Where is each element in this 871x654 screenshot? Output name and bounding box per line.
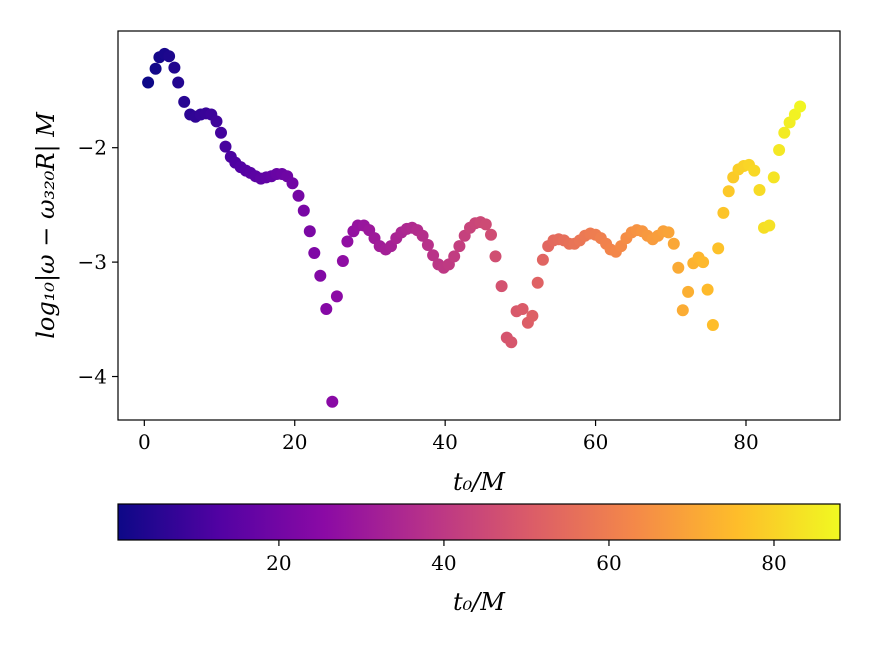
data-point-7 [178,95,191,108]
data-point-74 [531,276,544,289]
data-point-100 [667,237,680,250]
data-point-101 [672,261,685,274]
x-tick-label: 0 [138,430,151,454]
colorbar-tick-label: 40 [431,551,456,575]
data-point-117 [753,184,766,196]
data-point-67 [495,280,508,293]
data-point-32 [308,247,321,259]
x-tick-label: 20 [282,430,307,454]
data-point-110 [717,206,730,219]
data-point-109 [712,242,725,255]
x-tick-label: 60 [583,430,608,454]
y-axis-label: log₁₀|ω − ω₃₂₀R| M [32,111,61,339]
data-point-71 [516,303,529,315]
data-point-53 [421,239,434,251]
data-point-34 [320,303,333,315]
x-tick-label: 40 [432,430,457,454]
data-point-59 [453,240,466,253]
y-axis-ticks: −2 −3 −4 [78,136,118,389]
data-point-102 [676,304,689,317]
colorbar-tick-label: 80 [761,551,786,575]
scatter-points [142,47,807,408]
colorbar-tick-label: 60 [596,551,621,575]
data-point-38 [341,235,354,248]
colorbar-tick-label: 20 [266,551,291,575]
data-point-15 [219,140,232,153]
y-tick-label: −2 [78,136,107,160]
data-point-37 [336,255,349,267]
data-point-64 [479,218,492,231]
data-point-65 [485,228,497,241]
data-point-52 [416,229,429,242]
data-point-0 [142,76,155,89]
data-point-69 [505,336,518,349]
data-point-14 [215,126,227,139]
y-tick-label: −4 [78,365,107,389]
data-point-1 [149,62,162,75]
data-point-5 [168,61,181,74]
x-axis-label: t₀/M [453,468,506,496]
plot-area-frame [117,30,841,421]
y-tick-label: −3 [78,250,107,274]
data-point-4 [163,50,176,63]
data-point-29 [292,189,305,202]
colorbar-label: t₀/M [453,588,506,616]
data-point-31 [303,225,316,238]
data-point-75 [536,253,549,266]
data-point-111 [722,185,735,198]
data-point-66 [489,250,502,263]
data-point-58 [448,250,461,263]
data-point-106 [697,256,710,269]
data-point-6 [172,76,185,89]
data-point-116 [748,164,761,177]
data-point-30 [297,204,310,217]
x-tick-label: 80 [733,430,758,454]
data-point-13 [210,115,223,128]
colorbar-ticks: 20 40 60 80 [266,540,787,575]
data-point-35 [326,395,339,408]
data-point-103 [682,285,695,298]
data-point-125 [794,100,807,113]
data-point-120 [767,171,780,184]
data-point-121 [773,144,786,156]
data-point-108 [706,319,719,331]
data-point-99 [662,226,675,239]
data-point-107 [701,283,714,296]
data-point-119 [763,219,776,232]
data-point-122 [778,126,791,139]
data-point-33 [314,269,327,282]
data-point-28 [286,177,299,190]
data-point-36 [330,290,343,303]
x-axis-ticks: 0 20 40 60 80 [138,420,759,454]
data-point-54 [427,249,440,262]
colorbar [117,503,841,541]
data-point-73 [526,309,539,322]
